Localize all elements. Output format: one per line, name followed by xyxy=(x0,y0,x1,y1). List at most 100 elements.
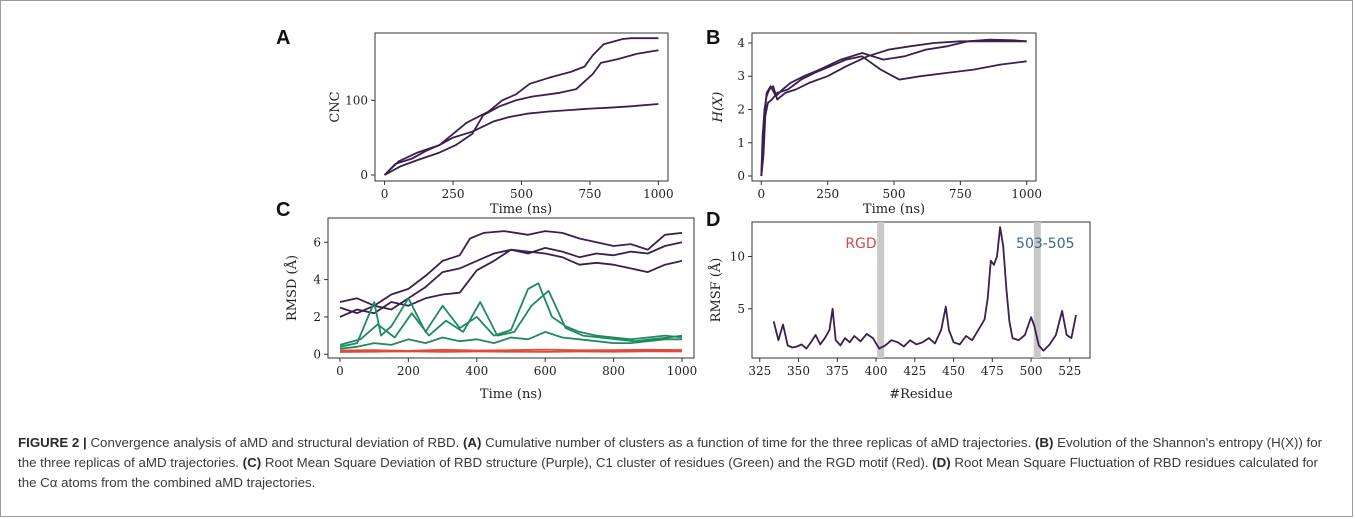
caption-d-text: Root Mean Square Fluctuation of RBD resi… xyxy=(18,455,1318,490)
y-tick-label: 0 xyxy=(360,168,368,182)
y-tick-label: 0 xyxy=(737,169,745,183)
series-line xyxy=(339,289,683,346)
caption-c-label: (C) xyxy=(242,455,262,470)
series-line xyxy=(383,103,659,176)
annotations: RGD 503-505 xyxy=(845,236,1074,252)
panel-letter: D xyxy=(706,209,720,231)
highlight-label: RGD xyxy=(845,236,876,252)
y-tick-label: 1 xyxy=(737,136,745,150)
y-tick-label: 0 xyxy=(313,347,321,361)
axes-frame xyxy=(751,32,1037,182)
y-tick-label: 4 xyxy=(737,36,745,50)
series-line xyxy=(760,38,1027,177)
y-tick-label: 100 xyxy=(345,93,368,107)
panel-b-chart: B 0 250 500 750 1000 0 1 2 3 4 Time (ns) H(X) xyxy=(706,27,1042,217)
series-line xyxy=(339,248,683,315)
figure-caption: FIGURE 2 | Convergence analysis of aMD a… xyxy=(18,433,1338,493)
caption-b-label: (B) xyxy=(1034,435,1054,450)
series-line xyxy=(339,350,683,353)
x-tick-label: 750 xyxy=(579,187,602,201)
axes-frame xyxy=(751,221,1091,359)
y-tick-label: 6 xyxy=(313,235,321,249)
series-line xyxy=(760,40,1027,177)
x-tick-label: 1000 xyxy=(1011,187,1042,201)
x-tick-label: 375 xyxy=(826,364,849,378)
x-tick-label: 1000 xyxy=(643,187,674,201)
y-axis-label: CNC xyxy=(328,91,343,122)
chart-ticks: 0 250 500 750 1000 0 1 2 3 4 xyxy=(737,36,1042,201)
y-axis-label: RMSF (Å) xyxy=(708,258,724,323)
x-tick-label: 800 xyxy=(602,364,625,378)
series-line xyxy=(384,49,659,176)
x-tick-label: 350 xyxy=(787,364,810,378)
x-tick-label: 0 xyxy=(381,187,389,201)
y-tick-label: 5 xyxy=(737,302,745,316)
y-axis-label: H(X) xyxy=(711,92,726,124)
x-tick-label: 500 xyxy=(883,187,906,201)
x-tick-label: 250 xyxy=(442,187,465,201)
x-tick-label: 0 xyxy=(336,364,344,378)
x-axis-label: Time (ns) xyxy=(480,387,542,402)
chart-marks xyxy=(760,38,1027,177)
panel-letter: A xyxy=(276,27,290,49)
plot-area: 0 250 500 750 1000 0 100 Time (ns) CNC xyxy=(328,32,674,217)
x-tick-label: 400 xyxy=(465,364,488,378)
highlight-band xyxy=(1033,222,1041,358)
chart-marks xyxy=(339,230,683,353)
y-axis-label: RMSD (Å) xyxy=(284,255,300,321)
x-tick-label: 750 xyxy=(949,187,972,201)
plot-area: 325 350 375 400 425 450 475 500 525 5 10 RGD 503-50… xyxy=(708,221,1091,402)
plot-area: 0 200 400 600 800 1000 0 2 4 6 Time (ns) RMSD (Å) xyxy=(284,217,697,402)
x-tick-label: 450 xyxy=(942,364,965,378)
x-tick-label: 525 xyxy=(1058,364,1081,378)
x-tick-label: 325 xyxy=(748,364,771,378)
x-tick-label: 1000 xyxy=(667,364,698,378)
highlight-label: 503-505 xyxy=(1016,236,1075,252)
caption-c-text: Root Mean Square Deviation of RBD struct… xyxy=(261,455,933,470)
chart-marks xyxy=(772,226,1077,352)
highlight-bands xyxy=(877,222,1041,358)
x-tick-label: 250 xyxy=(816,187,839,201)
y-tick-label: 4 xyxy=(313,273,321,287)
series-line xyxy=(339,230,683,307)
y-tick-label: 10 xyxy=(730,250,745,264)
panel-c-chart: C 0 200 400 600 800 1000 0 2 4 6 Time (ns) RMSD (… xyxy=(276,199,697,402)
chart-ticks: 0 250 500 750 1000 0 100 xyxy=(345,93,674,201)
x-tick-label: 475 xyxy=(981,364,1004,378)
chart-ticks: 325 350 375 400 425 450 475 500 525 5 10 xyxy=(730,250,1082,378)
x-tick-label: 400 xyxy=(865,364,888,378)
series-line xyxy=(383,37,659,176)
plot-area: 0 250 500 750 1000 0 1 2 3 4 Time (ns) H(X) xyxy=(711,32,1042,217)
caption-a-label: (A) xyxy=(462,435,482,450)
x-axis-label: Time (ns) xyxy=(863,202,925,217)
panel-letter: C xyxy=(276,199,290,221)
highlight-band xyxy=(877,222,885,358)
panel-d-chart: D 325 350 375 400 425 450 475 500 525 5 10 RGD 503-… xyxy=(706,209,1091,402)
x-tick-label: 500 xyxy=(1020,364,1043,378)
caption-b-text: Evolution of the Shannon's entropy (H(X)… xyxy=(18,435,1323,470)
y-tick-label: 2 xyxy=(737,102,745,116)
y-tick-label: 2 xyxy=(313,310,321,324)
x-tick-label: 0 xyxy=(757,187,765,201)
x-tick-label: 425 xyxy=(903,364,926,378)
x-tick-label: 500 xyxy=(510,187,533,201)
panel-a-chart: A 0 250 500 750 1000 0 100 Time (ns) CNC xyxy=(276,27,674,217)
series-line xyxy=(339,241,683,318)
series-line xyxy=(339,331,682,350)
x-axis-label: #Residue xyxy=(889,387,953,402)
chart-ticks: 0 200 400 600 800 1000 0 2 4 6 xyxy=(313,235,697,378)
chart-marks xyxy=(383,37,659,176)
x-tick-label: 600 xyxy=(534,364,557,378)
series-line xyxy=(760,55,1027,177)
panel-letter: B xyxy=(706,27,720,49)
caption-intro: Convergence analysis of aMD and structur… xyxy=(86,435,463,450)
axes-frame xyxy=(327,217,695,359)
y-tick-label: 3 xyxy=(737,69,745,83)
caption-d-label: (D) xyxy=(932,455,951,470)
series-line xyxy=(772,226,1077,352)
caption-label: FIGURE 2 | xyxy=(18,435,87,450)
caption-a-text: Cumulative number of clusters as a funct… xyxy=(481,435,1035,450)
x-tick-label: 200 xyxy=(397,364,420,378)
x-axis-label: Time (ns) xyxy=(490,202,552,217)
